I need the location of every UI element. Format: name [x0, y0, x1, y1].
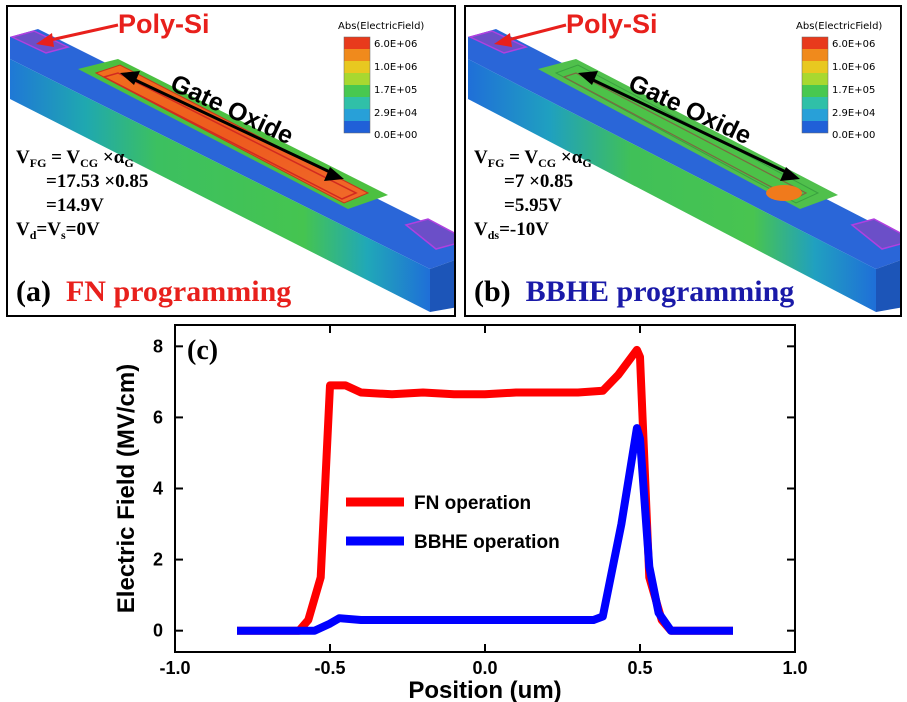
colorbar-swatch-5: [802, 85, 828, 97]
colorbar-tick: 1.7E+05: [374, 85, 418, 96]
colorbar-swatch-8: [344, 121, 370, 133]
colorbar-tick: 1.7E+05: [832, 85, 876, 96]
bar-front-face: [10, 59, 430, 312]
colorbar-frame: [801, 36, 829, 134]
poly-si-arrow: [503, 23, 567, 43]
poly-si-arrowhead: [36, 33, 54, 47]
colorbar-swatch-4: [802, 73, 828, 85]
colorbar-swatch-8: [802, 121, 828, 133]
x-axis-label: Position (um): [408, 677, 561, 702]
gate-oxide-region: [554, 64, 820, 204]
gate-oxide-arrowhead-left: [578, 71, 598, 85]
x-tick-label: 1.0: [782, 658, 807, 678]
colorbar-swatch-6: [802, 97, 828, 109]
legend-label: BBHE operation: [414, 532, 560, 553]
panel-b-tag: (b): [474, 275, 511, 308]
y-tick-label: 4: [153, 479, 163, 499]
y-tick-label: 2: [153, 550, 163, 570]
colorbar-swatch-3: [344, 61, 370, 73]
gate-oxide-arrow: [590, 77, 787, 174]
x-tick-label: 0.0: [472, 658, 497, 678]
colorbar-tick: 0.0E+00: [374, 130, 418, 141]
colorbar-tick: 1.0E+06: [832, 62, 876, 73]
colorbar-tick: 2.9E+04: [374, 108, 418, 119]
y-tick-label: 6: [153, 407, 163, 427]
eq-line-2: =17.53 ×0.85: [46, 171, 149, 192]
panel-a-device-render: [9, 23, 454, 312]
eq-floating-gate: VFG = VCG ×αG: [16, 147, 134, 170]
colorbar-swatch-5: [344, 85, 370, 97]
panel-b-device-render: [467, 23, 900, 312]
poly-si-arrowhead: [494, 33, 512, 47]
colorbar-tick: 6.0E+06: [832, 39, 876, 50]
poly-si-arrow: [45, 23, 119, 43]
series-line-bbhe: [237, 424, 733, 635]
colorbar-tick: 6.0E+06: [374, 39, 418, 50]
colorbar-tick: 1.0E+06: [374, 62, 418, 73]
colorbar-frame: [343, 36, 371, 134]
colorbar-title: Abs(ElectricField): [338, 21, 425, 32]
eq-line-3: =14.9V: [46, 195, 104, 216]
x-tick-label: -0.5: [314, 658, 345, 678]
panel-c-tag: (c): [187, 335, 218, 366]
colorbar-swatch-1: [344, 37, 370, 49]
panel-a-caption: (a) FN programming: [16, 275, 291, 309]
panel-a-tag: (a): [16, 275, 51, 308]
eq-drain-source: Vds=-10V: [474, 219, 549, 242]
y-tick-label: 0: [153, 621, 163, 641]
gate-oxide-arrowhead-right: [324, 167, 344, 181]
bar-end-face: [430, 260, 454, 312]
x-tick-label: 0.5: [627, 658, 652, 678]
gate-oxide-arrowhead-left: [120, 71, 140, 85]
colorbar-title: Abs(ElectricField): [796, 21, 883, 32]
panel-b-bbhe-programming: Abs(ElectricField) 6.0E+06 1.0E+06 1.7E+…: [464, 5, 902, 317]
panel-b-caption: (b) BBHE programming: [474, 275, 794, 309]
colorbar-tick: 0.0E+00: [832, 130, 876, 141]
eq-floating-gate: VFG = VCG ×αG: [474, 147, 592, 170]
colorbar-swatch-4: [344, 73, 370, 85]
y-axis-label: Electric Field (MV/cm): [113, 364, 140, 613]
plot-frame: [174, 324, 796, 653]
panel-a-title: FN programming: [65, 275, 292, 308]
colorbar-swatch-3: [802, 61, 828, 73]
colorbar-swatch-7: [344, 109, 370, 121]
bar-end-face: [876, 260, 900, 312]
x-tick-label: -1.0: [159, 658, 190, 678]
colorbar-swatch-7: [802, 109, 828, 121]
bar-front-face: [468, 59, 876, 312]
legend-label: FN operation: [414, 493, 531, 514]
hot-spot-drain: [766, 185, 802, 201]
gate-oxide-arrowhead-right: [780, 167, 800, 181]
colorbar-swatch-2: [344, 49, 370, 61]
eq-drain-source: Vd=Vs=0V: [16, 219, 100, 242]
gate-oxide-region: [94, 64, 370, 204]
gate-oxide-arrow: [132, 77, 331, 174]
colorbar-tick: 2.9E+04: [832, 108, 876, 119]
series-line-fn: [237, 345, 733, 635]
panel-a-fn-programming: Abs(ElectricField) 6.0E+06 1.0E+06 1.7E+…: [6, 5, 456, 317]
gate-oxide-edge: [562, 72, 808, 200]
colorbar-swatch-1: [802, 37, 828, 49]
colorbar-swatch-2: [802, 49, 828, 61]
poly-si-label: Poly-Si: [118, 9, 210, 39]
y-tick-label: 8: [153, 336, 163, 356]
gate-oxide-edge: [101, 72, 358, 200]
poly-si-strip-right: [850, 218, 900, 250]
poly-si-strip-right: [404, 218, 454, 250]
poly-si-label: Poly-Si: [566, 9, 658, 39]
eq-line-2: =7 ×0.85: [504, 171, 574, 192]
eq-line-3: =5.95V: [504, 195, 562, 216]
panel-b-title: BBHE programming: [525, 275, 795, 308]
colorbar-swatch-6: [344, 97, 370, 109]
